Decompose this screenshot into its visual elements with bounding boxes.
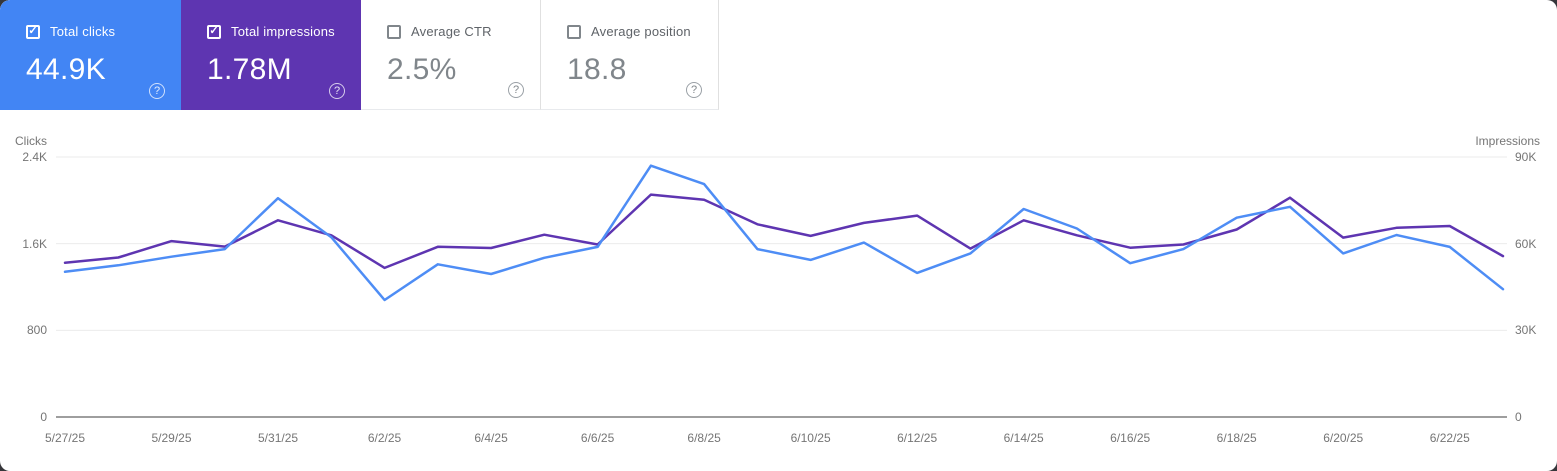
- y-axis-tick-label: 90K: [1515, 150, 1537, 164]
- metric-card-total-clicks[interactable]: ✓ Total clicks 44.9K ?: [0, 0, 181, 110]
- y-axis-tick-label: 0: [40, 410, 47, 424]
- metric-card-value: 1.78M: [207, 53, 292, 86]
- checkbox-checked-icon[interactable]: ✓: [26, 24, 40, 39]
- x-axis-tick-label: 5/27/25: [44, 431, 86, 445]
- gridlines: [56, 156, 1507, 418]
- x-axis-tick-label: 6/12/25: [897, 431, 938, 445]
- x-axis-tick-label: 5/29/25: [151, 431, 192, 445]
- metric-card-label: Average position: [591, 24, 691, 39]
- metric-cards-row: ✓ Total clicks 44.9K ? ✓ Total impressio…: [0, 0, 719, 110]
- y-axis-tick-label: 1.6K: [22, 236, 47, 251]
- x-axis-tick-label: 6/20/25: [1323, 431, 1364, 445]
- left-axis-title: Clicks: [15, 134, 47, 148]
- metric-card-total-impressions[interactable]: ✓ Total impressions 1.78M ?: [181, 0, 361, 110]
- x-axis-tick-label: 6/2/25: [367, 431, 402, 445]
- checkbox-unchecked-icon[interactable]: [387, 24, 401, 39]
- x-axis-tick-label: 6/18/25: [1216, 431, 1257, 445]
- help-icon[interactable]: ?: [149, 83, 165, 99]
- metric-card-label: Total impressions: [231, 24, 335, 39]
- impressions-line[interactable]: [63, 193, 1505, 270]
- checkbox-unchecked-icon[interactable]: [567, 24, 581, 39]
- x-axis-tick-label: 6/22/25: [1429, 431, 1470, 445]
- metric-card-label: Average CTR: [411, 24, 492, 39]
- metric-card-value: 2.5%: [387, 53, 457, 86]
- x-axis-tick-label: 6/4/25: [474, 431, 508, 445]
- y-axis-tick-label: 800: [26, 323, 47, 338]
- help-icon[interactable]: ?: [329, 83, 345, 99]
- y-axis-tick-label: 60K: [1515, 236, 1537, 251]
- metric-card-average-ctr[interactable]: Average CTR 2.5% ?: [361, 0, 541, 110]
- x-axis-tick-label: 6/14/25: [1003, 431, 1044, 445]
- clicks-line[interactable]: [63, 164, 1505, 302]
- help-icon[interactable]: ?: [508, 82, 524, 98]
- y-axis-tick-label: 30K: [1515, 323, 1537, 338]
- check-icon: ✓: [28, 25, 38, 37]
- metric-card-average-position[interactable]: Average position 18.8 ?: [541, 0, 719, 110]
- x-axis-tick-label: 6/10/25: [790, 431, 831, 445]
- metric-card-label: Total clicks: [50, 24, 116, 39]
- y-axis-tick-label: 0: [1515, 410, 1522, 424]
- x-axis-tick-label: 6/16/25: [1110, 431, 1151, 445]
- check-icon: ✓: [209, 25, 219, 37]
- y-axis-tick-label: 2.4K: [22, 150, 47, 164]
- right-axis-title: Impressions: [1475, 134, 1540, 148]
- help-icon[interactable]: ?: [686, 82, 702, 98]
- metric-card-value: 18.8: [567, 53, 627, 86]
- metric-card-value: 44.9K: [26, 53, 106, 86]
- checkbox-checked-icon[interactable]: ✓: [207, 24, 221, 39]
- x-axis-tick-label: 6/6/25: [580, 431, 615, 445]
- x-axis-tick-label: 5/31/25: [258, 431, 299, 445]
- x-axis-tick-label: 6/8/25: [687, 431, 721, 445]
